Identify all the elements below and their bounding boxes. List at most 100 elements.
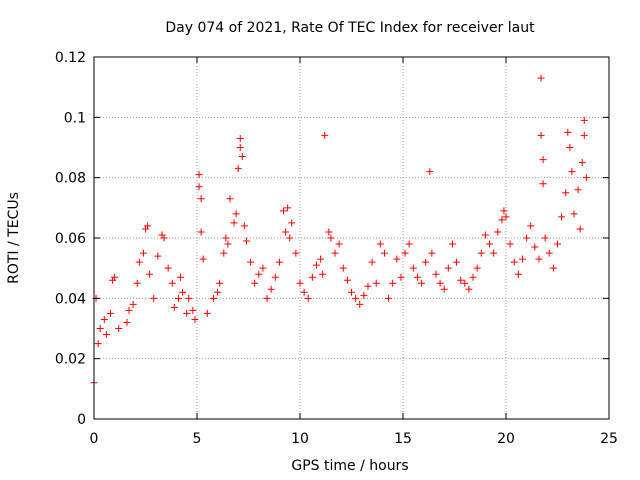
data-point (506, 240, 514, 248)
data-points (90, 74, 590, 387)
x-axis-label: GPS time / hours (291, 458, 408, 474)
data-point (422, 258, 430, 266)
data-point (510, 258, 518, 266)
data-point (401, 249, 409, 257)
data-point (418, 279, 426, 287)
chart-title: Day 074 of 2021, Rate Of TEC Index for r… (165, 20, 535, 36)
data-point (94, 340, 102, 348)
data-point (209, 294, 217, 302)
data-point (578, 159, 586, 167)
data-point (436, 279, 444, 287)
data-point (255, 270, 263, 278)
data-point (195, 183, 203, 191)
data-point (331, 249, 339, 257)
y-tick-label: 0.06 (55, 231, 86, 247)
data-point (537, 131, 545, 139)
data-point (327, 234, 335, 242)
y-axis-label: ROTI / TECUs (6, 192, 22, 284)
data-point (537, 74, 545, 82)
data-point (368, 258, 376, 266)
data-point (385, 294, 393, 302)
data-point (144, 222, 152, 230)
data-point (364, 282, 372, 290)
data-point (393, 255, 401, 263)
data-point (461, 279, 469, 287)
data-point (168, 279, 176, 287)
data-point (308, 273, 316, 281)
data-point (150, 294, 158, 302)
data-point (545, 249, 553, 257)
data-point (486, 240, 494, 248)
x-tick-label: 5 (193, 431, 202, 447)
data-point (191, 315, 199, 323)
x-tick-label: 25 (600, 431, 618, 447)
y-tick-label: 0.1 (64, 110, 86, 126)
data-point (154, 252, 162, 260)
data-point (230, 219, 238, 227)
data-point (286, 234, 294, 242)
data-point (325, 228, 333, 236)
data-point (174, 294, 182, 302)
data-point (360, 291, 368, 299)
data-point (580, 131, 588, 139)
data-point (580, 116, 588, 124)
data-point (292, 249, 300, 257)
data-point (170, 303, 178, 311)
data-point (558, 213, 566, 221)
data-point (444, 264, 452, 272)
data-point (129, 300, 137, 308)
data-point (389, 279, 397, 287)
y-tick-label: 0.08 (55, 171, 86, 187)
data-point (220, 249, 228, 257)
data-point (502, 213, 510, 221)
data-point (275, 258, 283, 266)
x-tick-label: 20 (497, 431, 515, 447)
data-point (500, 207, 508, 215)
data-point (440, 285, 448, 293)
data-point (469, 273, 477, 281)
data-point (240, 222, 248, 230)
data-point (321, 131, 329, 139)
data-point (568, 168, 576, 176)
data-point (226, 195, 234, 203)
data-point (106, 309, 114, 317)
data-point (300, 288, 308, 296)
data-point (582, 174, 590, 182)
data-point (271, 273, 279, 281)
data-point (413, 273, 421, 281)
data-point (514, 270, 522, 278)
data-point (160, 234, 168, 242)
data-point (481, 231, 489, 239)
data-point (465, 285, 473, 293)
data-point (339, 264, 347, 272)
data-point (518, 255, 526, 263)
data-point (111, 273, 119, 281)
x-tick-label: 0 (90, 431, 99, 447)
data-point (304, 294, 312, 302)
data-point (199, 255, 207, 263)
data-point (267, 285, 275, 293)
data-point (490, 249, 498, 257)
data-point (125, 306, 133, 314)
data-point (312, 261, 320, 269)
data-point (195, 171, 203, 179)
data-point (224, 240, 232, 248)
data-point (139, 249, 147, 257)
data-point (535, 255, 543, 263)
data-point (564, 128, 572, 136)
data-point (164, 264, 172, 272)
data-point (453, 258, 461, 266)
data-point (531, 243, 539, 251)
data-point (203, 309, 211, 317)
data-point (284, 204, 292, 212)
data-point (100, 315, 108, 323)
y-tick-label: 0.04 (55, 291, 86, 307)
data-point (539, 156, 547, 164)
data-point (570, 210, 578, 218)
data-point (566, 144, 574, 151)
data-point (123, 318, 131, 326)
data-point (232, 210, 240, 218)
data-point (236, 134, 244, 142)
x-tick-label: 15 (394, 431, 412, 447)
data-point (457, 276, 465, 284)
